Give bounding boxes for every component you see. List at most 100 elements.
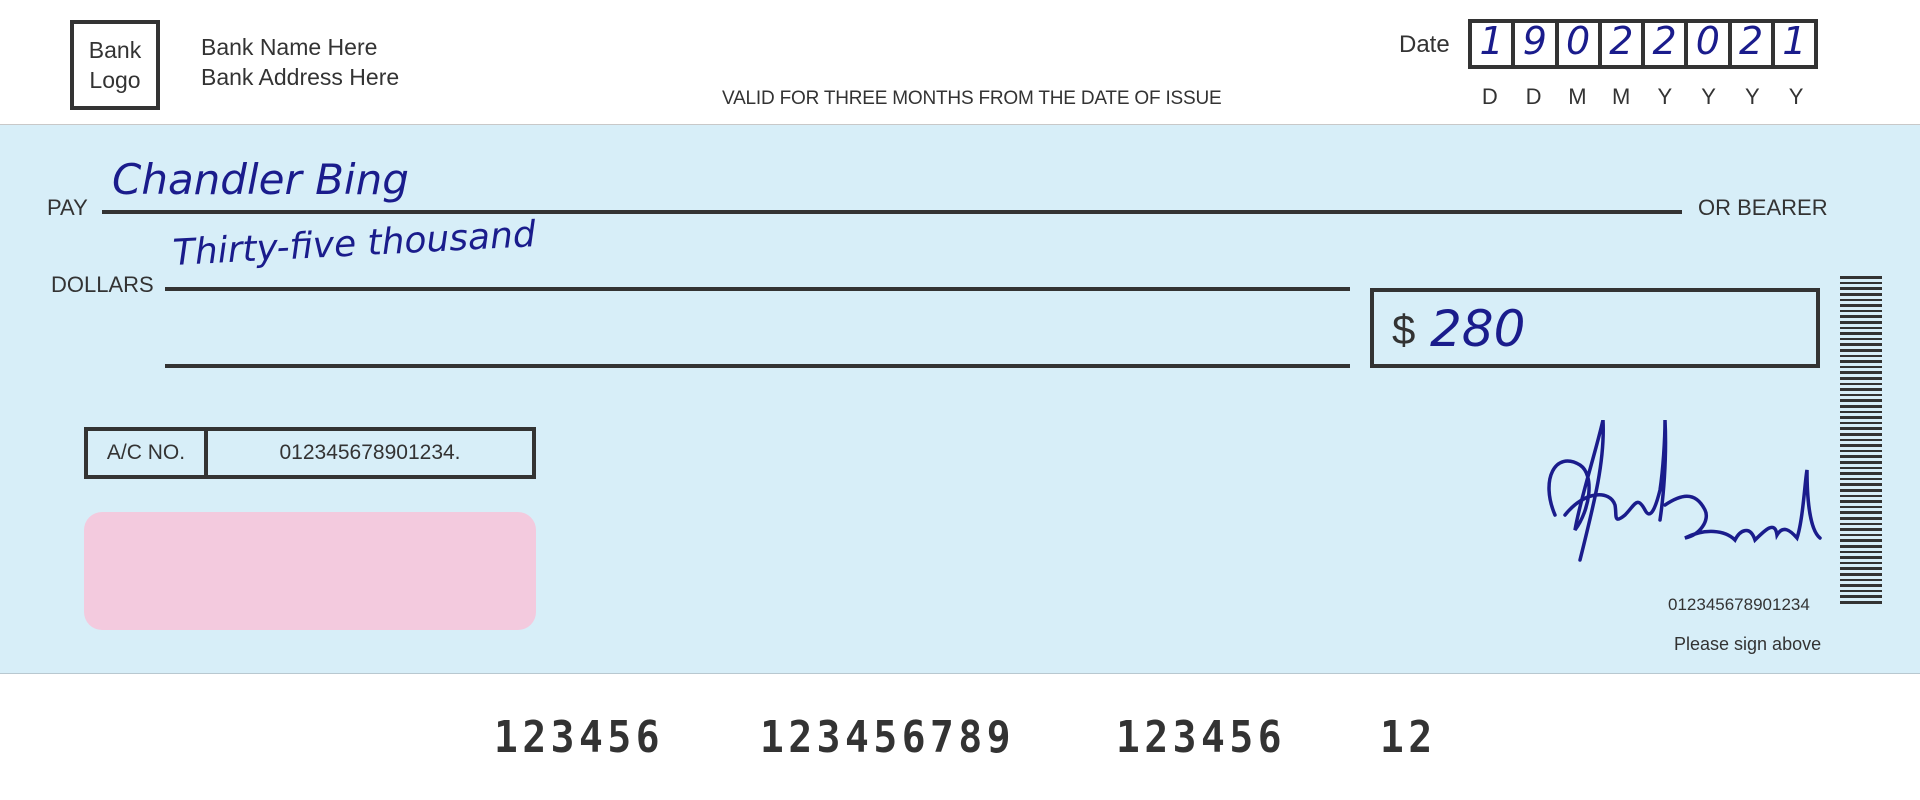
barcode-bar (1840, 489, 1882, 492)
barcode-bar (1840, 343, 1882, 346)
date-hint: Y (1745, 84, 1760, 109)
barcode-bar (1840, 388, 1882, 391)
date-hint: M (1568, 84, 1587, 109)
date-hint: Y (1657, 84, 1673, 109)
date-digit: 2 (1739, 19, 1764, 63)
barcode-bar (1840, 495, 1882, 497)
barcode-bar (1840, 579, 1882, 581)
barcode-bar (1840, 321, 1882, 324)
currency-symbol: $ (1392, 306, 1416, 353)
barcode-bar (1840, 287, 1882, 290)
logo-line-2: Logo (89, 67, 141, 93)
barcode-bar (1840, 439, 1882, 441)
barcode-bar (1840, 444, 1882, 447)
date-label: Date (1399, 31, 1450, 58)
date-hint: M (1611, 84, 1631, 109)
stamp-area (84, 512, 536, 630)
validity-note: VALID FOR THREE MONTHS FROM THE DATE OF … (722, 88, 1222, 109)
amount-words-line-2 (165, 364, 1350, 368)
date-digit: 0 (1695, 19, 1720, 63)
or-bearer-label: OR BEARER (1698, 195, 1828, 220)
barcode-bar (1840, 433, 1882, 436)
barcode-bar (1840, 349, 1882, 352)
date-digit: 1 (1782, 19, 1807, 63)
date-hint: D (1481, 84, 1498, 109)
date-hint: Y (1788, 84, 1804, 109)
date-digit: 2 (1609, 19, 1634, 63)
barcode-bar (1840, 556, 1882, 559)
barcode-bar (1840, 310, 1882, 312)
barcode-bar (1840, 590, 1882, 592)
date-format-hints: D D M M Y Y Y Y (1468, 84, 1818, 110)
barcode-bar (1840, 411, 1882, 413)
date-hint: D (1525, 84, 1542, 109)
signature-image: Arul Baloch (1547, 420, 1822, 562)
barcode-bar (1840, 276, 1882, 279)
barcode-bar (1840, 523, 1882, 525)
barcode-bar (1840, 483, 1882, 486)
barcode-bar (1840, 562, 1882, 564)
bank-logo: Bank Logo (70, 20, 160, 110)
barcode-bar (1840, 528, 1882, 531)
barcode-bar (1840, 601, 1882, 604)
amount-figure: 280 (1430, 300, 1526, 358)
cheque-header: Bank Logo Bank Name Here Bank Address He… (0, 0, 1920, 125)
barcode-bar (1840, 567, 1882, 570)
amount-box: $ 280 (1370, 288, 1820, 368)
barcode-bar (1840, 551, 1882, 553)
bank-info: Bank Name Here Bank Address Here (201, 32, 399, 92)
micr-account-number: 123456 (1116, 712, 1287, 763)
amount-words-line-1 (165, 287, 1350, 291)
date-cell: 2 (1732, 19, 1775, 65)
barcode-bar (1840, 416, 1882, 419)
account-label: A/C NO. (88, 431, 208, 475)
micr-routing-number: 123456789 (760, 712, 1016, 763)
barcode-bar (1840, 399, 1882, 402)
barcode-bar (1840, 427, 1882, 430)
barcode-bar (1840, 595, 1882, 598)
barcode-bar (1840, 534, 1882, 536)
date-hint: Y (1701, 84, 1716, 109)
barcode-bar (1840, 355, 1882, 357)
barcode-bar (1840, 304, 1882, 307)
barcode-bar (1840, 517, 1882, 520)
barcode-bar (1840, 573, 1882, 576)
barcode-bar (1840, 332, 1882, 335)
date-cell: 0 (1688, 19, 1732, 65)
payee-line (102, 210, 1682, 214)
barcode-bar (1840, 360, 1882, 363)
barcode-bar (1840, 282, 1882, 284)
bank-address: Bank Address Here (201, 64, 400, 90)
barcode-bar (1840, 500, 1882, 503)
payee-name: Chandler Bing (112, 155, 409, 204)
barcode-bar (1840, 383, 1882, 385)
barcode-bar (1840, 511, 1882, 514)
barcode-bar (1840, 545, 1882, 548)
barcode-bar (1840, 366, 1882, 368)
barcode-bar (1840, 450, 1882, 452)
barcode-bar (1840, 338, 1882, 340)
barcode-bar (1840, 315, 1882, 318)
barcode-bar (1840, 584, 1882, 587)
barcode-bar (1840, 371, 1882, 374)
date-boxes: 1 9 0 2 2 0 2 1 (1468, 19, 1818, 69)
micr-cheque-number: 123456 (494, 712, 665, 763)
barcode-bar (1840, 478, 1882, 480)
amount-in-words: Thirty-five thousand (171, 214, 537, 274)
barcode (1840, 276, 1882, 606)
barcode-bar (1840, 506, 1882, 508)
bank-name: Bank Name Here (201, 34, 378, 60)
account-number: 012345678901234. (279, 441, 461, 464)
barcode-bar (1840, 461, 1882, 464)
cheque-body: PAY Chandler Bing OR BEARER DOLLARS Thir… (0, 125, 1920, 674)
serial-number: 012345678901234 (1668, 595, 1810, 614)
barcode-bar (1840, 472, 1882, 475)
barcode-bar (1840, 377, 1882, 380)
barcode-bar (1840, 299, 1882, 301)
date-digit: 0 (1566, 19, 1591, 63)
barcode-bar (1840, 327, 1882, 329)
date-cell: 1 (1775, 19, 1814, 65)
date-digit: 1 (1479, 19, 1504, 63)
micr-line: 123456 123456789 123456 12 (0, 712, 1920, 763)
barcode-bar (1840, 293, 1882, 296)
